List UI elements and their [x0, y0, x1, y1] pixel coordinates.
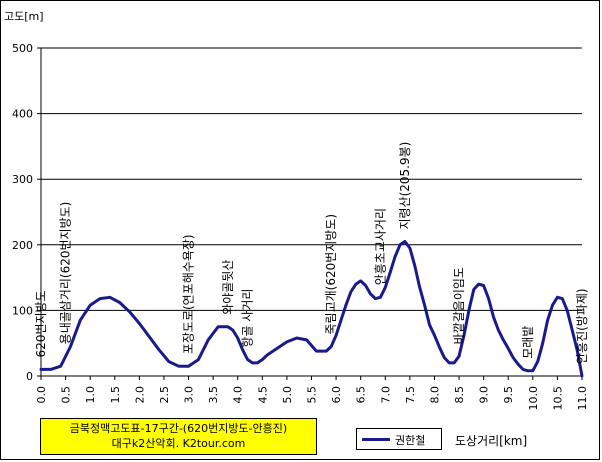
x-tick-label: 2.5 [158, 386, 171, 404]
x-tick-label: 9.5 [502, 386, 515, 404]
x-tick-label: 4.5 [256, 386, 269, 404]
x-tick-label: 0.5 [60, 386, 73, 404]
x-tick-label: 11.0 [576, 386, 589, 411]
series-line-권한철 [39, 240, 584, 378]
annotation-label: 포장도로(연포해수욕장) [182, 234, 196, 354]
annotation-label: 지령산(205.9봉) [398, 142, 412, 230]
annotation-label: 안흥초교사거리 [373, 208, 387, 285]
y-tick-label: 0 [26, 370, 33, 383]
series-line [39, 240, 584, 378]
legend-swatch [362, 438, 390, 441]
x-tick-label: 4.0 [232, 386, 245, 404]
legend: 권한철 [356, 428, 442, 450]
title-box: 금북정맥고도표-17구간-(620번지방도-안흥진) 대구k2산악회. K2to… [40, 418, 317, 455]
x-tick-label: 3.0 [183, 386, 196, 404]
x-tick-label: 1.0 [84, 386, 97, 404]
y-tick-label: 400 [12, 108, 33, 121]
x-tick-label: 5.0 [281, 386, 294, 404]
annotation-label: 용내골삼거리(620번지방도) [59, 202, 73, 345]
x-tick-label: 9.0 [478, 386, 491, 404]
x-tick-label: 3.5 [207, 386, 220, 404]
x-tick-label: 6.5 [355, 386, 368, 404]
x-tick-label: 10.5 [551, 386, 564, 411]
x-tick-label: 2.0 [133, 386, 146, 404]
annotation-label: 안흥진(방파제) [575, 288, 589, 364]
chart-subtitle: 대구k2산악회. K2tour.com [111, 437, 246, 450]
x-tick-label: 0.0 [35, 386, 48, 404]
x-axis-label: 도상거리[km] [455, 434, 528, 448]
x-tick-label: 8.0 [428, 386, 441, 404]
annotation-label: 620번지방도 [34, 290, 48, 357]
x-tick-label: 6.0 [330, 386, 343, 404]
y-axis-label: 고도[m] [4, 10, 44, 23]
y-tick-label: 500 [12, 42, 33, 55]
y-tick-label: 200 [12, 239, 33, 252]
annotation-label: 바깥갈음이임도 [452, 267, 466, 344]
x-tick-label: 7.0 [379, 386, 392, 404]
annotation-label: 죽림고개(620번지방도) [324, 214, 338, 335]
x-tick-label: 10.0 [527, 386, 540, 411]
y-tick-label: 300 [12, 173, 33, 186]
gridlines [37, 47, 583, 380]
annotation-label: 모래밭 [521, 326, 535, 359]
annotations: 620번지방도 용내골삼거리(620번지방도) 포장도로(연포해수욕장) 와야골뒷산항… [34, 142, 589, 364]
chart-title: 금북정맥고도표-17구간-(620번지방도-안흥진) [69, 422, 288, 435]
x-tick-labels: 0.0 0.5 1.0 1.5 2.0 2.5 3.0 3.5 4.0 4.5 5.0 5.5 6.0 6… [35, 386, 589, 411]
x-tick-label: 8.5 [453, 386, 466, 404]
y-tick-label: 100 [12, 304, 33, 317]
y-tick-labels: 0 100 200 300 400 500 [12, 42, 33, 383]
x-tick-label: 5.5 [306, 386, 319, 404]
annotation-label: 항골 사거리 [241, 289, 255, 348]
annotation-label: 와야골뒷산 [221, 260, 235, 315]
legend-series-name: 권한철 [395, 434, 426, 447]
x-tick-label: 7.5 [404, 386, 417, 404]
x-tick-label: 1.5 [109, 386, 122, 404]
